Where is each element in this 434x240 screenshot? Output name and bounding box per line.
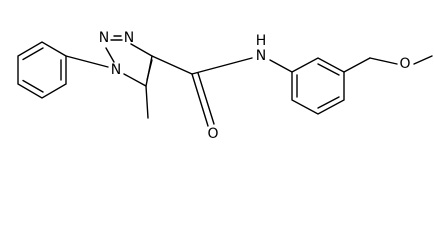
atom-label: O bbox=[207, 126, 218, 142]
triazole-double-bonds bbox=[113, 35, 153, 81]
page: N N N O N H O (() => { const data = JSON… bbox=[17, 30, 433, 142]
atom-labels: N N N O N H O bbox=[99, 30, 411, 142]
methyl-bond bbox=[145, 85, 149, 119]
atom-label: N bbox=[124, 30, 134, 46]
carbonyl-bond bbox=[191, 72, 215, 127]
atom-label: N bbox=[111, 62, 121, 78]
methoxy-bond bbox=[413, 55, 433, 65]
bond bbox=[343, 57, 371, 73]
bond bbox=[151, 55, 193, 75]
bonds bbox=[17, 35, 433, 127]
phenyl-double-bonds bbox=[296, 63, 340, 109]
atom-label: N bbox=[256, 48, 266, 64]
phenyl-ring bbox=[17, 41, 67, 99]
bond bbox=[269, 59, 293, 73]
triazole-ring bbox=[123, 43, 153, 88]
bond bbox=[369, 57, 398, 65]
triazole-ring bbox=[105, 39, 123, 63]
atom-label: N bbox=[99, 30, 109, 46]
bond bbox=[65, 55, 109, 68]
atom-label: O bbox=[399, 56, 410, 72]
phenyl-ring bbox=[291, 57, 345, 115]
phenyl-double-bonds bbox=[22, 47, 62, 93]
bond bbox=[191, 57, 253, 75]
structure-diagram: N N N O N H O bbox=[17, 30, 433, 142]
atom-label: H bbox=[256, 33, 267, 49]
